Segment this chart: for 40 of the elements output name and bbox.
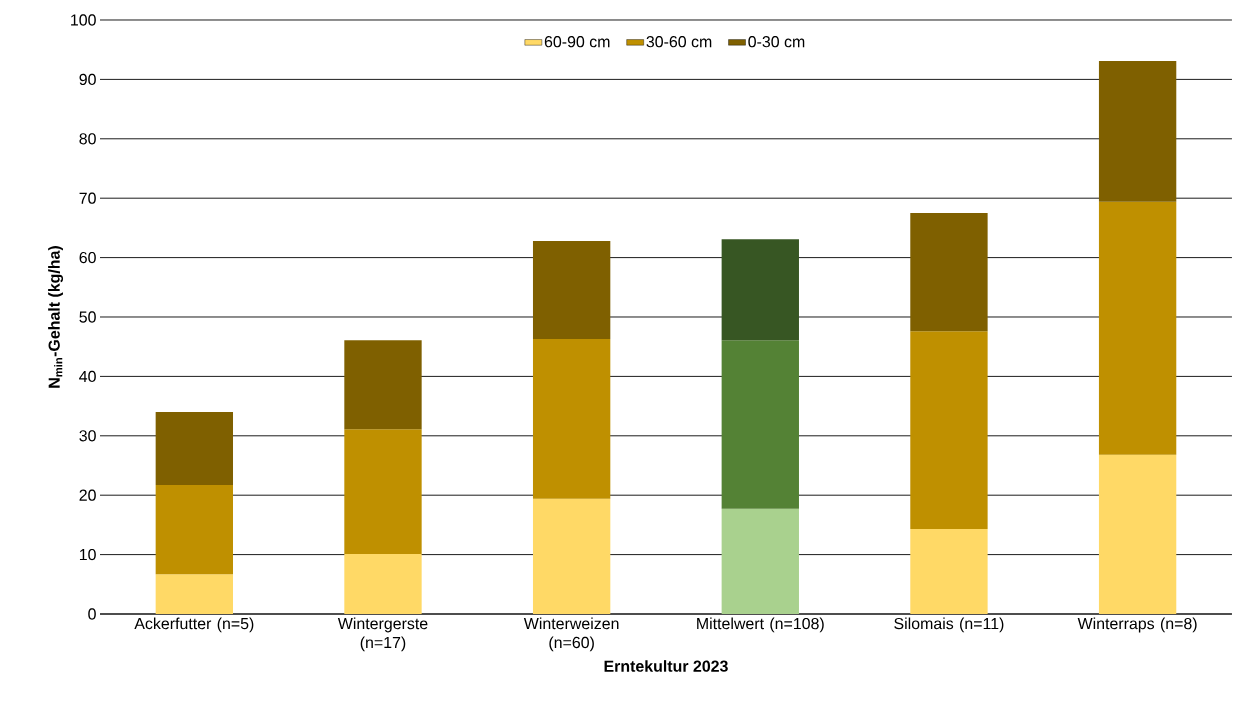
bar xyxy=(721,508,799,614)
bar xyxy=(532,498,611,614)
x-tick-label: Ackerfutter (n=5) xyxy=(134,617,254,633)
bar xyxy=(910,213,988,332)
x-tick-label: Winterraps (n=8) xyxy=(1077,617,1197,633)
y-tick-label: 100 xyxy=(71,14,96,26)
bar xyxy=(155,412,233,486)
legend-label: 0-30 cm xyxy=(748,36,805,48)
x-axis-title: Erntekultur 2023 xyxy=(604,660,728,672)
bar xyxy=(1098,60,1177,202)
bar xyxy=(721,239,799,341)
bar xyxy=(344,429,422,554)
legend-label: 60-90 cm xyxy=(544,36,610,48)
bar xyxy=(532,240,611,339)
x-tick-label: Mittelwert (n=108) xyxy=(697,617,824,633)
y-tick-label: 0 xyxy=(88,608,96,620)
bar xyxy=(910,529,988,614)
y-tick-label: 60 xyxy=(79,251,96,264)
bar xyxy=(155,574,233,614)
bar xyxy=(1098,201,1177,455)
bar xyxy=(344,340,422,430)
x-tick-label: Wintergerste (n=17) xyxy=(337,617,428,652)
bar xyxy=(155,485,233,575)
y-tick-label: 10 xyxy=(79,548,96,561)
bar xyxy=(344,554,422,614)
x-tick-label: Winterweizen (n=60) xyxy=(523,617,619,652)
y-tick-label: 90 xyxy=(79,73,96,86)
bar xyxy=(721,340,799,509)
y-axis-title: N$_{min}$-Gehalt (kg/ha) xyxy=(48,246,64,388)
y-tick-label: 20 xyxy=(79,489,96,501)
y-tick-label: 80 xyxy=(79,133,96,145)
y-tick-label: 40 xyxy=(79,370,96,383)
bar xyxy=(532,338,611,499)
legend-label: 30-60 cm xyxy=(646,36,712,48)
x-tick-label: Silomais (n=11) xyxy=(894,617,1004,633)
bar xyxy=(1098,454,1177,614)
y-tick-label: 50 xyxy=(79,311,96,323)
y-tick-label: 70 xyxy=(79,192,96,204)
bar xyxy=(910,331,988,530)
y-tick-label: 30 xyxy=(79,430,96,442)
